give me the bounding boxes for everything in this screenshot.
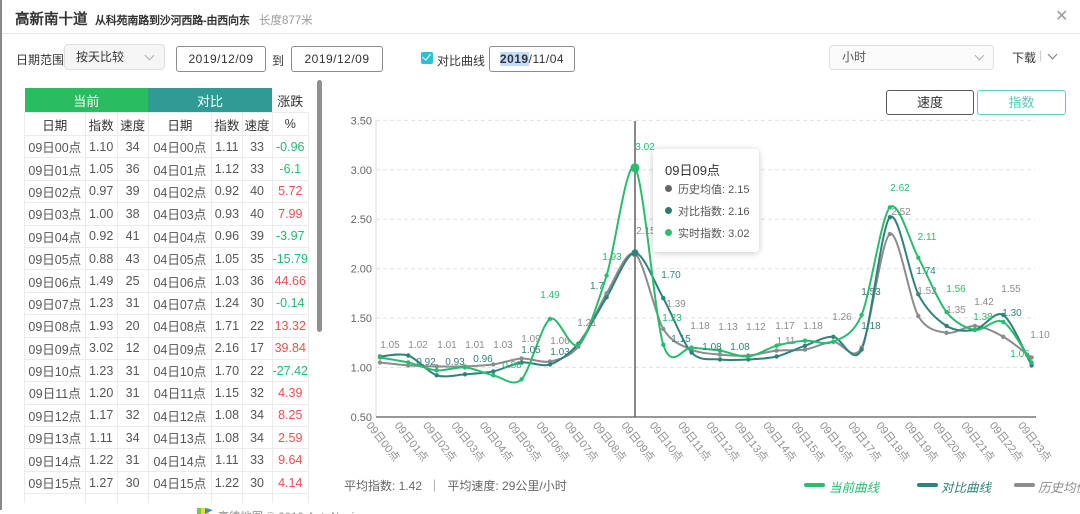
svg-text:1.42: 1.42 [974,297,994,308]
svg-text:0.92: 0.92 [416,357,436,368]
svg-text:1.05: 1.05 [380,340,400,351]
svg-text:1.03: 1.03 [550,347,570,358]
svg-text:1.26: 1.26 [832,312,852,323]
svg-text:1.56: 1.56 [946,284,966,295]
svg-text:2.11: 2.11 [918,232,937,243]
svg-text:1.08: 1.08 [730,342,750,353]
svg-text:1.38: 1.38 [973,312,993,323]
svg-text:3.00: 3.00 [351,165,372,177]
svg-text:3.50: 3.50 [351,115,372,127]
svg-text:1.15: 1.15 [671,334,691,345]
svg-text:1.02: 1.02 [408,340,428,351]
svg-text:2.00: 2.00 [351,264,372,276]
svg-text:1.11: 1.11 [777,336,796,347]
svg-text:1.93: 1.93 [602,252,622,263]
svg-text:1.05: 1.05 [521,345,541,356]
svg-text:1.10: 1.10 [1030,330,1050,341]
svg-text:1.09: 1.09 [521,334,541,345]
svg-text:1.50: 1.50 [351,313,372,325]
svg-text:1.55: 1.55 [1001,284,1021,295]
svg-text:1.39: 1.39 [666,299,686,310]
svg-text:1.30: 1.30 [1002,308,1022,319]
svg-text:1.08: 1.08 [702,342,722,353]
svg-text:1.01: 1.01 [465,340,485,351]
svg-text:1.23: 1.23 [662,313,682,324]
svg-text:1.49: 1.49 [540,290,560,301]
svg-text:1.35: 1.35 [946,305,966,316]
svg-text:1.13: 1.13 [718,322,738,333]
svg-text:2.15: 2.15 [636,226,656,237]
svg-text:1.06: 1.06 [1010,349,1030,360]
svg-text:1.52: 1.52 [917,286,937,297]
svg-text:2.50: 2.50 [351,214,372,226]
svg-text:1.18: 1.18 [861,321,881,332]
svg-text:1.7: 1.7 [590,281,604,292]
svg-text:1.21: 1.21 [577,318,597,329]
svg-text:1.06: 1.06 [550,336,570,347]
svg-text:1.12: 1.12 [746,322,766,333]
svg-text:2.52: 2.52 [891,207,911,218]
svg-text:1.00: 1.00 [351,362,372,374]
svg-text:1.53: 1.53 [861,287,881,298]
svg-text:1.01: 1.01 [437,340,457,351]
svg-text:1.18: 1.18 [690,321,710,332]
svg-text:3.02: 3.02 [635,142,655,153]
svg-text:1.03: 1.03 [493,340,513,351]
svg-text:1.18: 1.18 [803,321,823,332]
svg-text:2.62: 2.62 [890,183,910,194]
svg-text:0.50: 0.50 [351,412,372,424]
svg-text:0.88: 0.88 [502,360,522,371]
svg-text:0.93: 0.93 [445,357,465,368]
svg-text:1.74: 1.74 [916,266,936,277]
svg-text:1.70: 1.70 [661,270,681,281]
svg-text:1.17: 1.17 [775,321,795,332]
svg-text:0.96: 0.96 [473,354,493,365]
